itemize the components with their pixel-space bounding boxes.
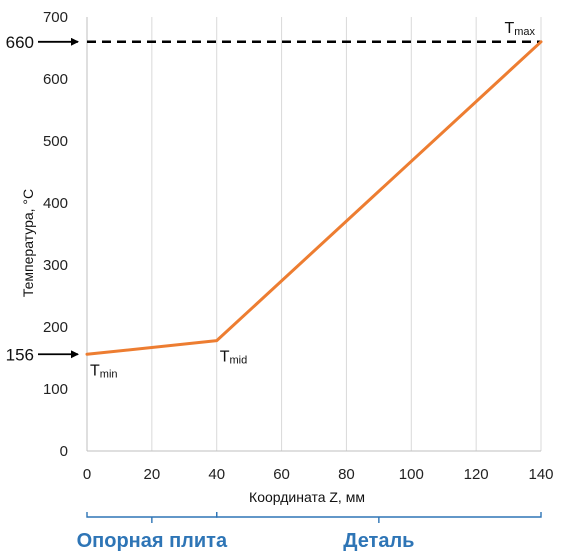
x-tick-label-20: 20 (144, 466, 161, 483)
temperature-series-line (85, 40, 543, 356)
value-marker-label-660: 660 (6, 33, 34, 52)
annotation-t-max-sub: max (514, 26, 535, 38)
region-label-0: Опорная плита (77, 530, 228, 552)
y-tick-label-600: 600 (43, 71, 68, 88)
y-tick-label-100: 100 (43, 381, 68, 398)
annotation-t-max: Tmax (504, 20, 535, 38)
annotation-t-mid-sub: mid (229, 355, 247, 367)
y-tick-label-700: 700 (43, 9, 68, 26)
x-tick-label-120: 120 (464, 466, 489, 483)
x-tick-label-40: 40 (208, 466, 225, 483)
annotation-t-min-sub: min (100, 368, 118, 380)
annotation-t-mid-main: T (220, 349, 230, 366)
x-tick-label-140: 140 (528, 466, 553, 483)
y-axis-title: Температура, °C (20, 189, 36, 297)
x-tick-label-60: 60 (273, 466, 290, 483)
y-tick-label-400: 400 (43, 195, 68, 212)
y-tick-label-500: 500 (43, 133, 68, 150)
annotation-t-min-main: T (90, 362, 100, 379)
x-tick-label-0: 0 (83, 466, 91, 483)
value-marker-label-156: 156 (6, 345, 34, 364)
x-tick-label-100: 100 (399, 466, 424, 483)
annotation-t-min: Tmin (90, 362, 118, 380)
region-bracket-1 (216, 512, 542, 523)
y-tick-label-200: 200 (43, 319, 68, 336)
series-layer (85, 40, 543, 356)
annotation-t-max-main: T (504, 20, 514, 37)
x-tick-label-80: 80 (338, 466, 355, 483)
y-tick-label-0: 0 (60, 443, 68, 460)
region-label-1: Деталь (343, 530, 414, 552)
axes: 0 100 200 300 400 500 600 700 0 20 40 60 80 100 120 140… (20, 9, 554, 505)
grid (151, 17, 542, 451)
x-axis-title: Координата Z, мм (249, 489, 365, 505)
annotation-t-mid: Tmid (220, 349, 248, 367)
y-tick-label-300: 300 (43, 257, 68, 274)
region-bracket-0 (86, 512, 218, 523)
region-layer: Опорная плита Деталь (77, 512, 542, 552)
